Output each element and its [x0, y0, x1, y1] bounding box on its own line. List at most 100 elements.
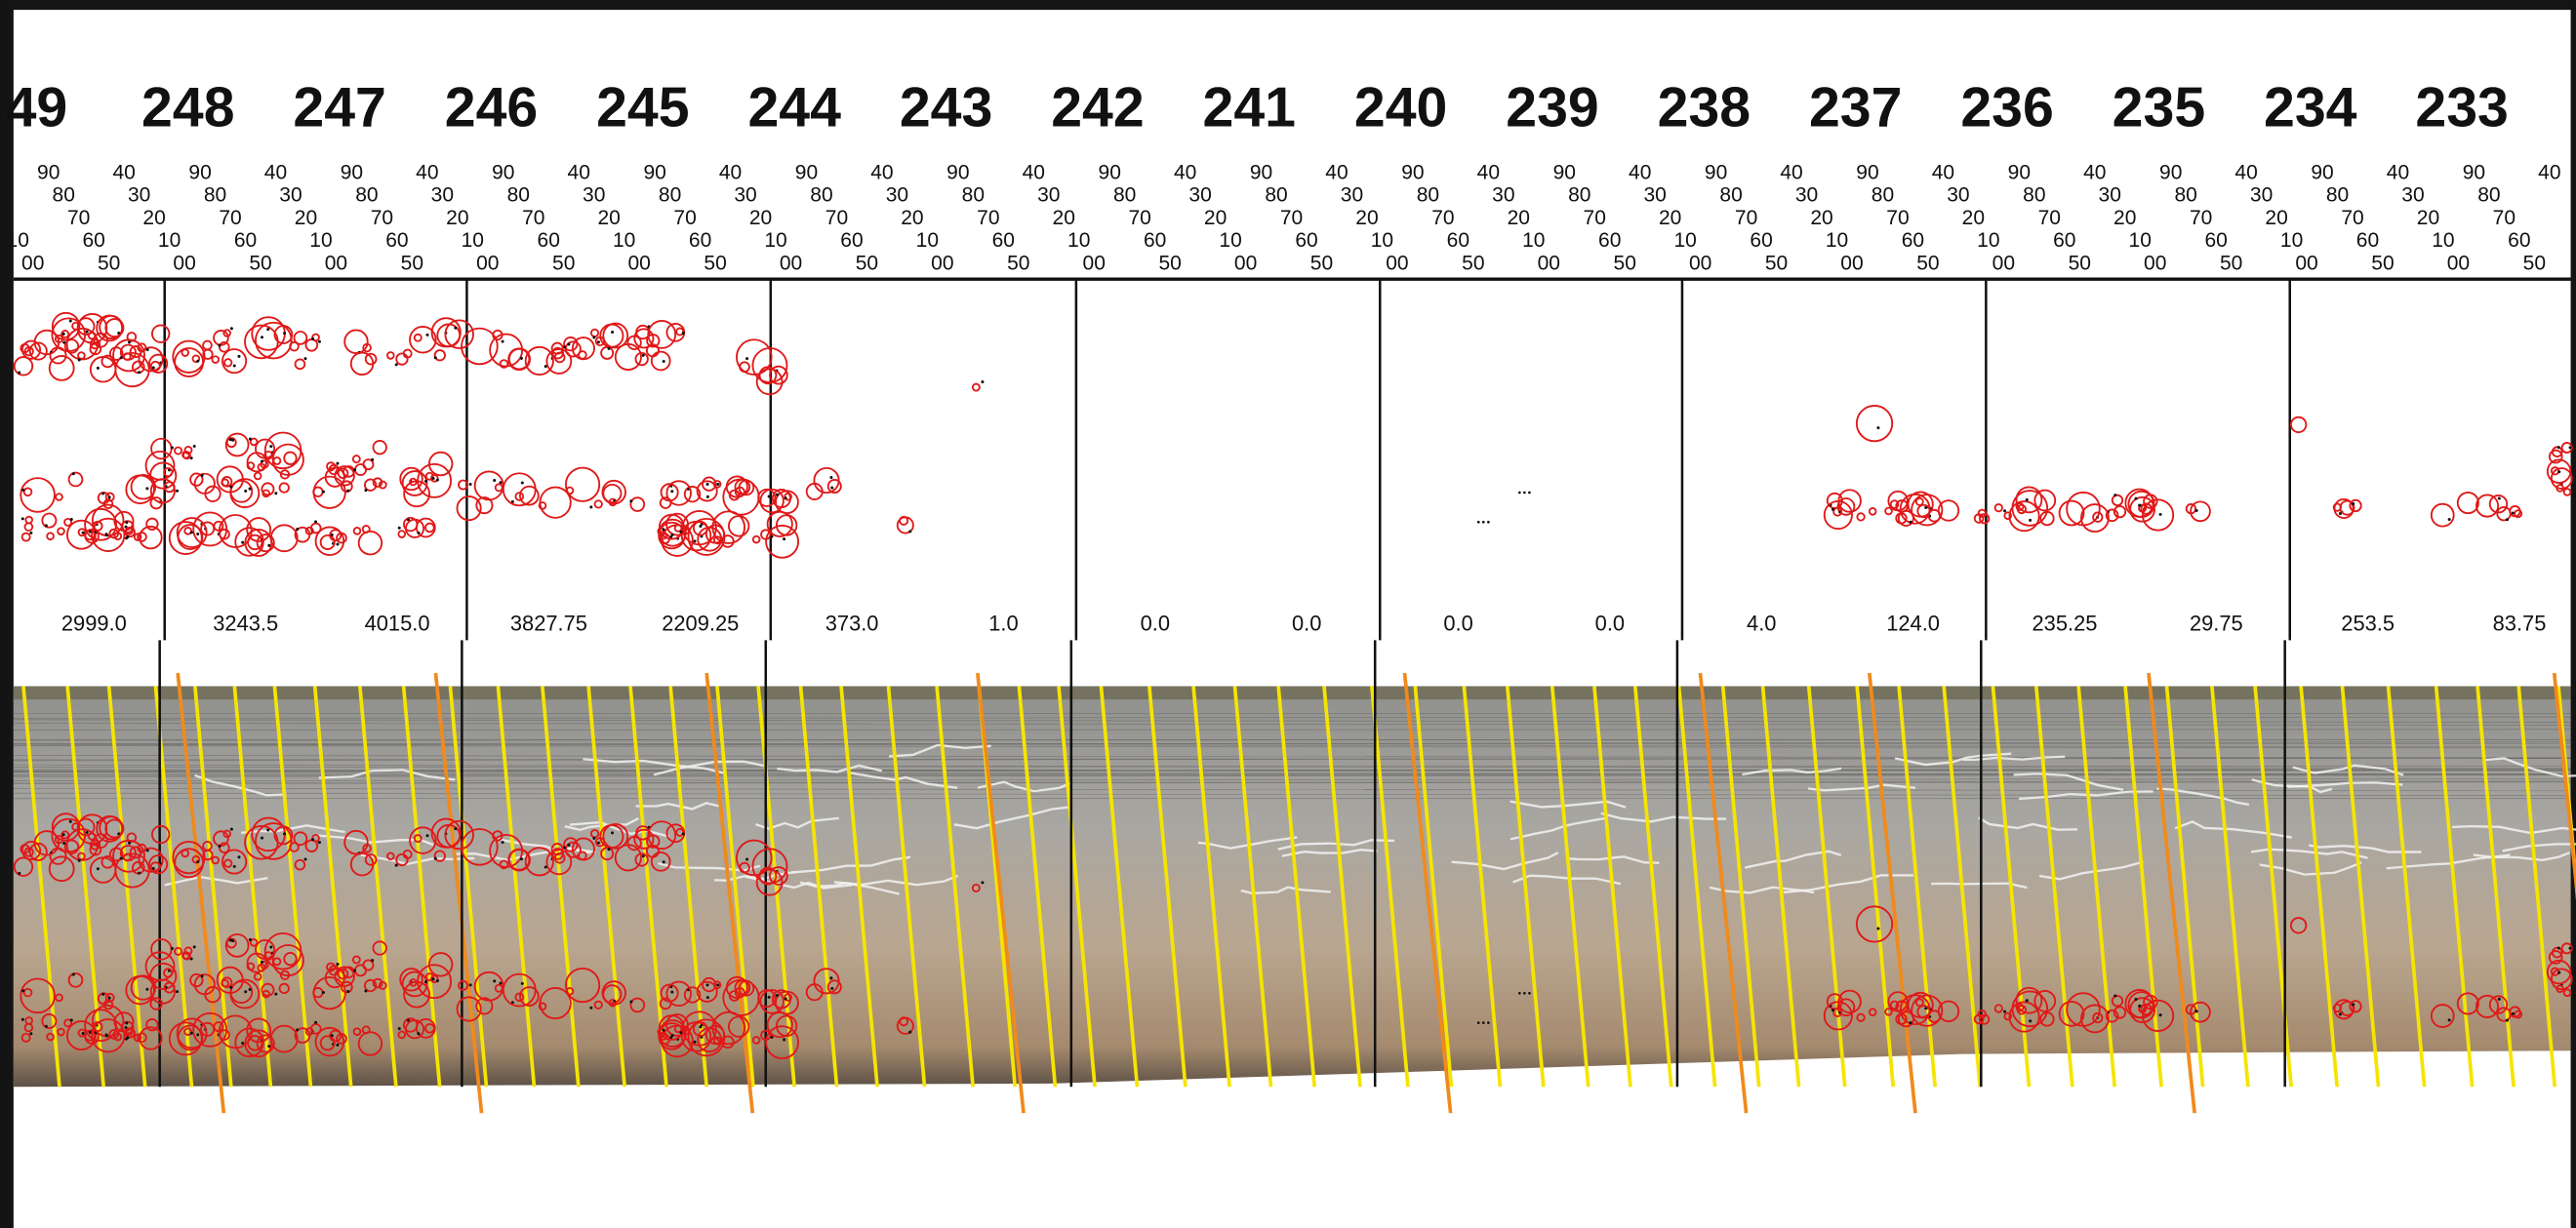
defect-dot	[364, 989, 367, 992]
scale-label: 30	[279, 184, 302, 207]
defect-dot	[589, 1007, 592, 1010]
defect-dot	[303, 357, 306, 360]
scale-label: 40	[264, 161, 287, 183]
defect-dot	[2138, 504, 2141, 507]
count-label: 235.25	[2033, 611, 2098, 635]
defect-dot	[699, 1025, 702, 1028]
defect-dot	[705, 483, 708, 486]
defect-dot	[567, 844, 570, 847]
defect-dot	[86, 331, 89, 334]
defect-dot	[283, 332, 286, 335]
scale-label: 40	[1932, 161, 1954, 183]
defect-dot	[244, 990, 247, 993]
defect-dot	[745, 857, 748, 860]
count-label: 83.75	[2493, 611, 2547, 635]
defect-dot	[1518, 492, 1521, 495]
scale-label: 30	[2250, 184, 2273, 207]
scale-label: 80	[204, 184, 226, 207]
defect-dot	[2569, 446, 2572, 449]
defect-dot	[1482, 1021, 1485, 1024]
defect-dot	[296, 1028, 299, 1031]
defect-dot	[322, 991, 325, 994]
scale-label: 00	[2447, 252, 2470, 274]
defect-dot	[776, 494, 779, 496]
scale-label: 80	[355, 184, 378, 207]
scale-label: 90	[946, 161, 969, 183]
defect-dot	[1487, 1021, 1490, 1024]
defect-dot	[86, 831, 89, 834]
scale-label: 70	[522, 207, 544, 229]
defect-dot	[21, 489, 24, 492]
defect-dot	[244, 490, 247, 493]
count-label: 4.0	[1747, 611, 1776, 635]
scale-label: 10	[309, 229, 332, 252]
defect-dot	[237, 355, 240, 358]
scale-label: 90	[1553, 161, 1576, 183]
defect-dot	[82, 532, 85, 535]
defect-dot	[544, 866, 547, 869]
defect-dot	[97, 867, 100, 870]
defect-dot	[592, 837, 595, 840]
scale-label: 10	[462, 229, 484, 252]
defect-dot	[346, 990, 349, 993]
scale-label: 50	[2371, 252, 2394, 274]
scale-label: 60	[1902, 229, 1924, 252]
scale-label: 80	[810, 184, 832, 207]
defect-dot	[249, 488, 252, 491]
defect-dot	[193, 445, 196, 448]
scale-label: 20	[142, 207, 165, 229]
scale-label: 00	[1689, 252, 1711, 274]
scale-label: 10	[764, 229, 786, 252]
scale-label: 90	[2311, 161, 2333, 183]
scale-label: 10	[613, 229, 635, 252]
scale-label: 50	[1007, 252, 1029, 274]
scale-label: 80	[1265, 184, 1287, 207]
defect-dot	[1523, 492, 1526, 495]
defect-dot	[101, 492, 104, 495]
defect-dot	[171, 947, 174, 950]
defect-dot	[398, 1027, 401, 1030]
count-label: 3827.75	[510, 611, 587, 635]
scale-label: 00	[21, 252, 44, 274]
scale-label: 20	[1053, 207, 1075, 229]
scale-label: 00	[1083, 252, 1106, 274]
defect-dot	[1910, 1021, 1912, 1024]
defect-dot	[434, 356, 437, 359]
defect-dot	[2557, 470, 2560, 473]
defect-dot	[1523, 992, 1526, 995]
defect-dot	[469, 483, 472, 486]
defect-dot	[45, 1025, 48, 1028]
defect-dot	[336, 542, 339, 545]
station-label: 49	[6, 77, 68, 139]
scale-label: 30	[1947, 184, 1969, 207]
defect-dot	[138, 872, 141, 875]
defect-dot	[145, 487, 148, 490]
defect-dot	[2159, 513, 2162, 516]
defect-dot	[2506, 1019, 2509, 1022]
scale-label: 30	[1795, 184, 1818, 207]
survey-view: 4910002489080706050403020100024790807060…	[0, 0, 2576, 1228]
scale-label: 00	[1386, 252, 1408, 274]
scale-label: 40	[2083, 161, 2106, 183]
defect-dot	[716, 483, 719, 486]
scale-label: 30	[2401, 184, 2424, 207]
scale-label: 60	[82, 229, 104, 252]
defect-dot	[78, 358, 81, 361]
defect-dot	[592, 337, 595, 339]
defect-dot	[629, 1001, 632, 1004]
defect-dot	[18, 372, 20, 375]
scale-label: 70	[2038, 207, 2061, 229]
scale-label: 80	[659, 184, 681, 207]
defect-dot	[72, 472, 75, 475]
defect-dot	[196, 1033, 199, 1036]
defect-dot	[108, 495, 111, 498]
count-label: 253.5	[2341, 611, 2395, 635]
scale-label: 40	[1023, 161, 1045, 183]
defect-dot	[2026, 498, 2029, 501]
defect-dot	[267, 544, 270, 547]
defect-dot	[314, 1021, 317, 1024]
defect-dot	[1831, 1009, 1834, 1011]
defect-dot	[642, 854, 645, 857]
scale-label: 10	[1219, 229, 1241, 252]
defect-dot	[269, 945, 272, 948]
